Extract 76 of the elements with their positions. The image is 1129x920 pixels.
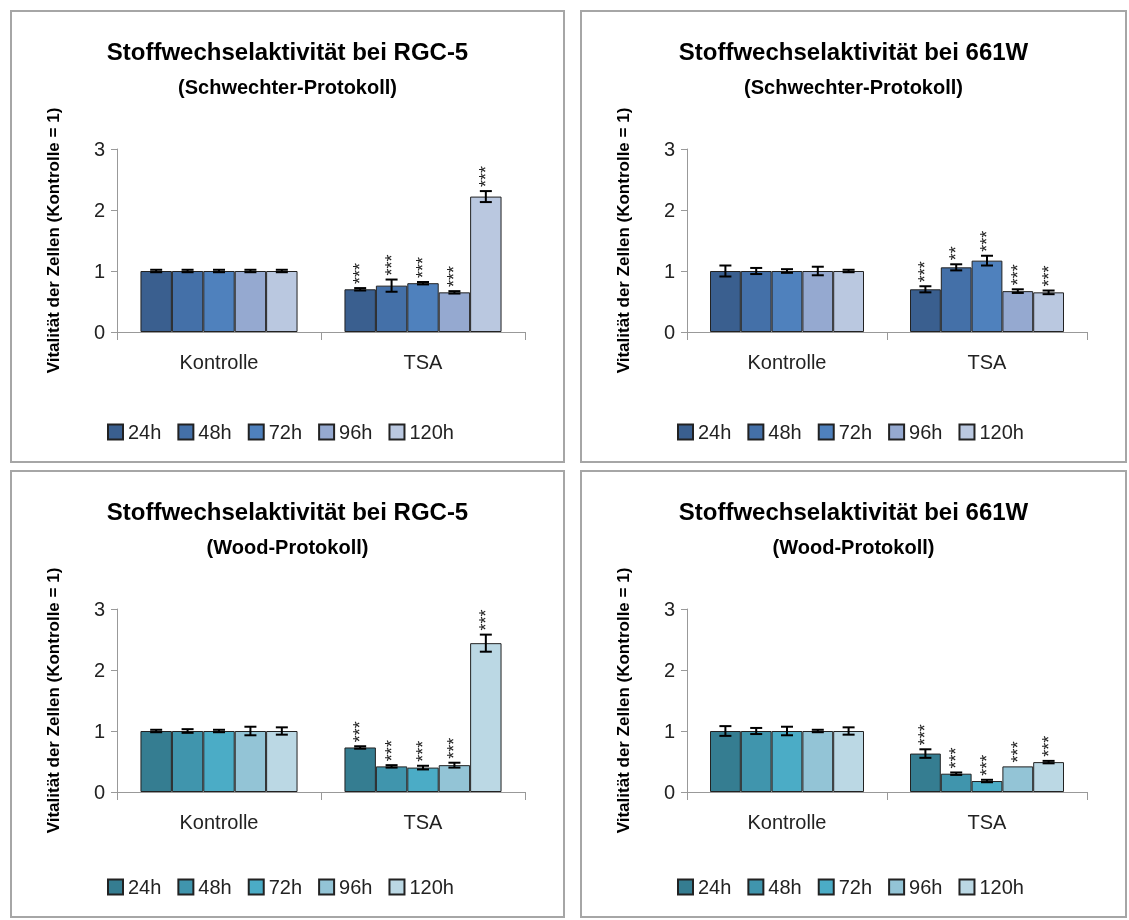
data-label: *** (350, 263, 371, 285)
data-label: *** (350, 721, 371, 743)
legend-label: 48h (198, 421, 232, 443)
x-tick-label: Kontrolle (747, 811, 827, 833)
x-tick-label: TSA (403, 811, 444, 833)
y-tick-label: 3 (93, 138, 105, 160)
data-label: *** (1007, 741, 1028, 763)
chart-title: Stoffwechselaktivität bei RGC-5 (106, 37, 469, 65)
legend-label: 120h (409, 421, 454, 443)
y-tick-label: 3 (663, 138, 675, 160)
y-tick-label: 0 (93, 781, 105, 803)
data-label: *** (413, 740, 433, 762)
y-tick-label: 2 (663, 659, 675, 681)
chart-subtitle: (Wood-Protokoll) (206, 536, 369, 558)
x-tick-label: TSA (967, 351, 1008, 373)
y-tick-label: 3 (663, 598, 675, 620)
y-tick-label: 3 (93, 598, 105, 620)
chart-title: Stoffwechselaktivität bei 661W (678, 37, 1029, 65)
y-tick-label: 2 (663, 199, 675, 221)
data-label: *** (381, 254, 402, 276)
legend-label: 72h (838, 421, 873, 443)
data-label: ** (946, 246, 967, 261)
legend-label: 120h (409, 876, 454, 898)
data-label: *** (915, 261, 936, 283)
data-label: *** (381, 740, 402, 762)
y-tick-label: 1 (663, 260, 675, 282)
legend-label: 48h (768, 876, 802, 898)
y-tick-label: 1 (663, 720, 675, 742)
x-tick-label: Kontrolle (179, 811, 259, 833)
x-tick-label: TSA (403, 351, 444, 373)
legend-label: 120h (979, 421, 1024, 443)
legend-label: 48h (198, 876, 232, 898)
chart-title: Stoffwechselaktivität bei 661W (678, 497, 1029, 525)
y-tick-label: 2 (93, 659, 105, 681)
y-axis-title: Vitalität der Zellen (Kontrolle = 1) (44, 567, 63, 834)
chart-subtitle: (Wood-Protokoll) (772, 536, 935, 558)
data-label: *** (1038, 735, 1059, 757)
y-tick-label: 1 (93, 720, 105, 742)
data-label: *** (946, 747, 967, 769)
y-tick-label: 2 (93, 199, 105, 221)
data-label: *** (915, 724, 936, 746)
legend-label: 48h (768, 421, 802, 443)
x-tick-label: TSA (967, 811, 1008, 833)
legend-label: 72h (268, 421, 303, 443)
y-axis-title: Vitalität der Zellen (Kontrolle = 1) (614, 567, 633, 834)
x-tick-label: Kontrolle (747, 351, 827, 373)
legend-label: 96h (339, 876, 373, 898)
legend-label: 120h (979, 876, 1024, 898)
legend-label: 96h (909, 421, 943, 443)
y-axis-title: Vitalität der Zellen (Kontrolle = 1) (614, 107, 633, 374)
data-label: *** (1038, 265, 1059, 287)
chart-title: Stoffwechselaktivität bei RGC-5 (106, 497, 469, 525)
y-tick-label: 1 (93, 260, 105, 282)
legend-label: 96h (339, 421, 373, 443)
y-axis-title: Vitalität der Zellen (Kontrolle = 1) (44, 107, 63, 374)
chart-subtitle: (Schwechter-Protokoll) (744, 76, 963, 98)
data-label: *** (1007, 264, 1028, 286)
data-label: *** (475, 165, 496, 187)
legend-label: 24h (698, 421, 732, 443)
legend-label: 24h (128, 421, 162, 443)
data-label: *** (413, 256, 433, 278)
data-label: *** (977, 754, 997, 776)
chart-subtitle: (Schwechter-Protokoll) (178, 76, 397, 98)
legend-label: 96h (909, 876, 943, 898)
legend-label: 72h (838, 876, 873, 898)
legend-label: 24h (698, 876, 732, 898)
data-label: *** (444, 266, 465, 288)
data-label: *** (475, 609, 496, 631)
y-tick-label: 0 (663, 781, 675, 803)
y-tick-label: 0 (93, 321, 105, 343)
data-label: *** (977, 230, 997, 252)
data-label: *** (444, 737, 465, 759)
legend-label: 72h (268, 876, 303, 898)
x-tick-label: Kontrolle (179, 351, 259, 373)
y-tick-label: 0 (663, 321, 675, 343)
legend-label: 24h (128, 876, 162, 898)
